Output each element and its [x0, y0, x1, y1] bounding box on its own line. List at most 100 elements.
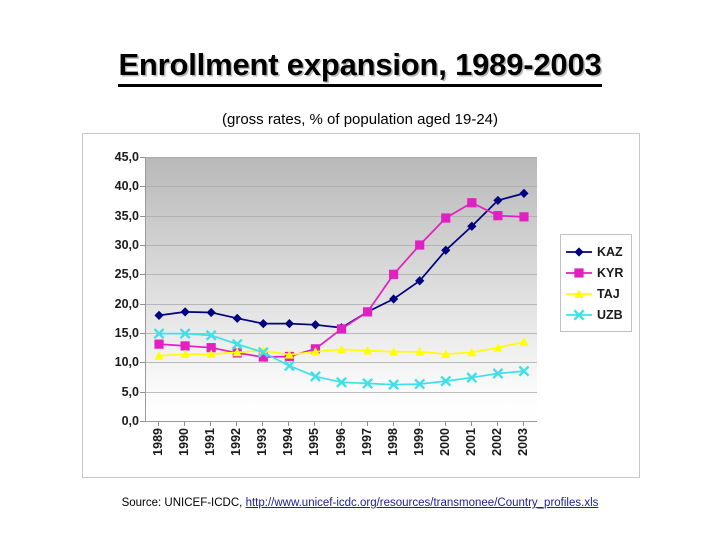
data-point [362, 346, 373, 355]
legend-item-taj[interactable]: TAJ [565, 283, 626, 304]
x-axis-tick [392, 422, 394, 426]
data-point [232, 347, 242, 357]
y-axis-tick-label: 10,0 [114, 355, 139, 370]
data-point [415, 240, 425, 250]
data-point [258, 352, 268, 362]
y-axis-tick [140, 157, 145, 158]
legend-label: UZB [597, 307, 623, 322]
data-point [336, 324, 347, 334]
data-point [309, 370, 321, 382]
chart-container: 0,0 5,0 10,0 15,0 20,0 25,0 30,0 35,0 40,0 45,0 1… [82, 133, 640, 478]
x-axis-tick [418, 422, 420, 426]
data-point [284, 350, 294, 359]
data-point [154, 351, 164, 360]
data-point [179, 328, 191, 340]
x-axis-tick-label: 1999 [411, 428, 426, 456]
chart-series-taj [154, 337, 529, 360]
data-point [389, 347, 399, 356]
legend-label: KAZ [597, 244, 623, 259]
legend-marker-cross-icon [565, 308, 593, 322]
y-axis-tick-label: 45,0 [114, 150, 139, 164]
data-point [519, 188, 529, 198]
x-axis-tick [496, 422, 498, 426]
data-point [388, 379, 400, 391]
y-axis-tick-label: 35,0 [114, 208, 139, 223]
legend-item-kyr[interactable]: KYR [565, 262, 626, 283]
legend-label: TAJ [597, 286, 620, 301]
data-point [284, 319, 294, 329]
x-axis-tick-label: 1992 [229, 428, 244, 456]
data-point [362, 307, 373, 317]
data-point [154, 339, 164, 349]
data-point [389, 269, 399, 279]
x-axis-tick-label: 2002 [489, 428, 504, 456]
chart-series-uzb [153, 328, 530, 391]
data-point [415, 347, 425, 356]
y-axis-tick-label: 30,0 [114, 238, 139, 252]
x-axis-tick [340, 422, 342, 426]
chart-series-layer [153, 188, 530, 391]
data-point [519, 337, 529, 346]
data-point [441, 349, 451, 359]
data-point [206, 343, 216, 353]
x-axis-tick-label: 1993 [255, 428, 270, 456]
x-axis-tick-label: 1998 [385, 428, 400, 456]
chart-subtitle: (gross rates, % of population aged 19-24… [222, 111, 498, 128]
y-axis-tick-label: 5,0 [121, 384, 139, 399]
data-point [180, 349, 190, 359]
source-url-link[interactable]: http://www.unicef-icdc.org/resources/tra… [245, 497, 599, 509]
data-point [154, 310, 164, 320]
data-point [258, 319, 268, 329]
y-axis-tick-label: 0,0 [121, 414, 139, 428]
data-point [493, 343, 503, 352]
data-point [467, 347, 477, 357]
data-point [441, 213, 451, 223]
data-point [440, 375, 452, 387]
x-axis-tick [444, 422, 446, 426]
data-point [283, 360, 295, 372]
y-axis-tick-label: 25,0 [114, 267, 139, 282]
data-point [441, 245, 451, 255]
data-point [518, 365, 530, 377]
x-axis-tick [470, 422, 472, 426]
x-axis-tick-label: 1997 [359, 428, 374, 456]
chart-plot-area [145, 157, 537, 422]
x-axis-tick-label: 1991 [203, 428, 218, 456]
y-axis-tick-label: 15,0 [114, 326, 139, 340]
data-point [180, 307, 190, 317]
y-axis-tick [140, 391, 145, 393]
y-axis-tick [140, 215, 145, 217]
x-axis-tick [262, 422, 264, 426]
y-axis-tick [140, 186, 145, 188]
x-axis-tick [210, 422, 212, 426]
x-axis-tick [522, 422, 524, 426]
data-point [206, 307, 216, 318]
y-axis-tick [140, 245, 145, 246]
data-point [362, 378, 374, 389]
x-axis-tick [366, 422, 368, 426]
data-point [336, 376, 347, 388]
legend-item-uzb[interactable]: UZB [565, 304, 626, 325]
legend-item-kaz[interactable]: KAZ [565, 241, 626, 262]
x-axis-tick [288, 422, 290, 426]
x-axis-tick-label: 2001 [463, 428, 478, 456]
x-axis-tick-label: 1996 [333, 428, 348, 456]
y-axis-tick-label: 20,0 [114, 296, 139, 311]
x-axis-tick-label: 1995 [307, 428, 322, 456]
x-axis-tick-label: 1989 [151, 428, 166, 456]
source-label: Source: UNICEF-ICDC, [121, 497, 246, 509]
data-point [467, 221, 477, 231]
data-point [310, 320, 321, 330]
y-axis-tick [140, 421, 145, 422]
y-axis-tick [140, 303, 145, 305]
x-axis-tick [158, 422, 160, 426]
data-point [519, 212, 529, 222]
x-axis-tick [184, 422, 186, 426]
y-axis-tick [140, 362, 145, 364]
chart-legend: KAZ KYR TAJ UZB [560, 234, 632, 332]
page-title: Enrollment expansion, 1989-2003 [0, 47, 720, 87]
x-axis-tick-label: 1994 [281, 428, 296, 456]
data-point [466, 372, 478, 384]
chart-series-kaz [154, 188, 529, 333]
data-point [180, 341, 190, 351]
